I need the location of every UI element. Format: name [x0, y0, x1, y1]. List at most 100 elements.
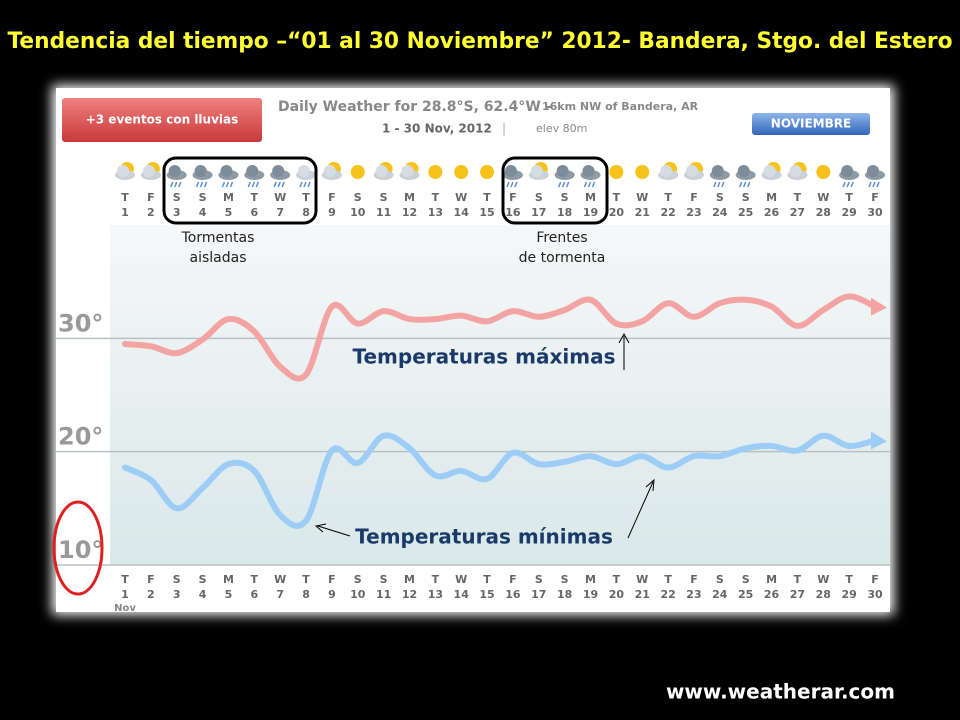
- day-label: 30: [867, 206, 883, 219]
- weekday-label: T: [483, 573, 491, 586]
- weekday-label: S: [716, 191, 724, 204]
- weekday-label: T: [302, 573, 310, 586]
- day-label: 13: [428, 206, 443, 219]
- rain-icon: [583, 181, 596, 188]
- weekday-label: S: [380, 573, 388, 586]
- weekday-label: S: [535, 573, 543, 586]
- annotation-fronts: Frentes: [536, 230, 587, 246]
- x-tick-label: 8: [302, 588, 310, 601]
- weekday-label: T: [613, 191, 621, 204]
- x-tick-label: 16: [505, 588, 521, 601]
- weekday-label: W: [274, 573, 286, 586]
- website: www.weatherar.com: [666, 680, 895, 704]
- x-tick-label: 6: [250, 588, 258, 601]
- weekday-label: S: [561, 191, 569, 204]
- cloud-icon: [323, 165, 336, 177]
- weekday-label: S: [380, 191, 388, 204]
- x-tick-label: 7: [276, 588, 284, 601]
- weekday-label: T: [302, 191, 310, 204]
- y-tick-label: 30°: [58, 309, 103, 337]
- x-tick-label: 20: [609, 588, 625, 601]
- sun-icon: [350, 165, 365, 179]
- cloud-icon: [117, 165, 129, 177]
- day-label: 15: [479, 206, 494, 219]
- annotation-storms: aisladas: [190, 250, 247, 266]
- highlight-10: [52, 500, 104, 596]
- day-label: 21: [635, 206, 650, 219]
- cloud-icon: [298, 165, 311, 177]
- day-label: 12: [402, 206, 417, 219]
- weekday-label: W: [817, 573, 829, 586]
- weekday-label: F: [509, 191, 517, 204]
- cloud-icon: [556, 165, 569, 177]
- day-label: 26: [764, 206, 780, 219]
- x-tick-label: 13: [428, 588, 443, 601]
- weekday-label: S: [354, 191, 362, 204]
- day-label: 18: [557, 206, 572, 219]
- cloud-icon: [504, 165, 517, 177]
- cloud-icon: [841, 165, 854, 177]
- weekday-label: S: [173, 191, 181, 204]
- source-heading: Daily Weather for 28.8°S, 62.4°W -: [278, 99, 552, 115]
- day-label: 5: [225, 206, 233, 219]
- weekday-label: F: [328, 191, 336, 204]
- weekday-label: T: [251, 573, 259, 586]
- rain-icon: [221, 181, 234, 188]
- plot-area: [110, 225, 890, 565]
- day-label: 10: [350, 206, 366, 219]
- day-label: 8: [302, 206, 310, 219]
- weekday-label: T: [251, 191, 259, 204]
- x-tick-label: 19: [583, 588, 598, 601]
- rain-icon: [738, 181, 751, 188]
- cloud-icon: [375, 165, 388, 177]
- rain-icon: [195, 181, 208, 188]
- weekday-label: M: [404, 573, 415, 586]
- weekday-label: F: [509, 573, 517, 586]
- x-tick-label: 15: [479, 588, 494, 601]
- y-tick-label: 20°: [58, 423, 103, 451]
- weekday-label: S: [354, 573, 362, 586]
- plot: 10° 20° 30° T 1 T 1 F 2 F 2 S 3 S 3 S 4 S 4 M 5 M 5 T 6 T 6 W 7 W 7 T 8 T…: [56, 191, 890, 601]
- weekday-label: T: [121, 191, 129, 204]
- max-label: Temperaturas máximas: [353, 345, 616, 369]
- weekday-label: F: [328, 573, 336, 586]
- arrow-head: [314, 523, 327, 533]
- arrow-head: [645, 478, 655, 492]
- rain-icon: [868, 181, 880, 188]
- x-tick-label: 18: [557, 588, 572, 601]
- cloud-icon: [168, 165, 181, 177]
- month-badge-text: NOVIEMBRE: [771, 117, 851, 131]
- day-label: 6: [250, 206, 258, 219]
- rain-icon: [713, 181, 725, 188]
- cloud-icon: [867, 165, 879, 177]
- x-tick-label: 28: [816, 588, 831, 601]
- series-line: [122, 432, 878, 529]
- rain-icon: [299, 181, 311, 188]
- x-tick-label: 26: [764, 588, 780, 601]
- day-label: 24: [712, 206, 728, 219]
- day-label: 28: [816, 206, 831, 219]
- weekday-label: S: [535, 191, 543, 204]
- day-label: 14: [454, 206, 470, 219]
- day-label: 1: [121, 206, 129, 219]
- sun-icon: [454, 165, 469, 179]
- cloud-icon: [530, 165, 543, 177]
- line-arrowhead: [871, 297, 887, 316]
- weekday-label: T: [794, 191, 802, 204]
- day-label: 29: [841, 206, 856, 219]
- weekday-label: T: [432, 191, 440, 204]
- x-tick-label: 12: [402, 588, 417, 601]
- day-label: 2: [147, 206, 155, 219]
- cloud-icon: [142, 165, 155, 177]
- day-label: 23: [686, 206, 701, 219]
- sun-icon: [816, 165, 831, 179]
- arrow: [627, 481, 654, 539]
- date-range: 1 - 30 Nov, 2012: [382, 122, 492, 136]
- weekday-label: M: [404, 191, 415, 204]
- weekday-label: W: [636, 191, 648, 204]
- cloud-icon: [737, 165, 750, 177]
- day-label: 9: [328, 206, 336, 219]
- weekday-label: T: [794, 573, 802, 586]
- cloud-icon: [272, 165, 285, 177]
